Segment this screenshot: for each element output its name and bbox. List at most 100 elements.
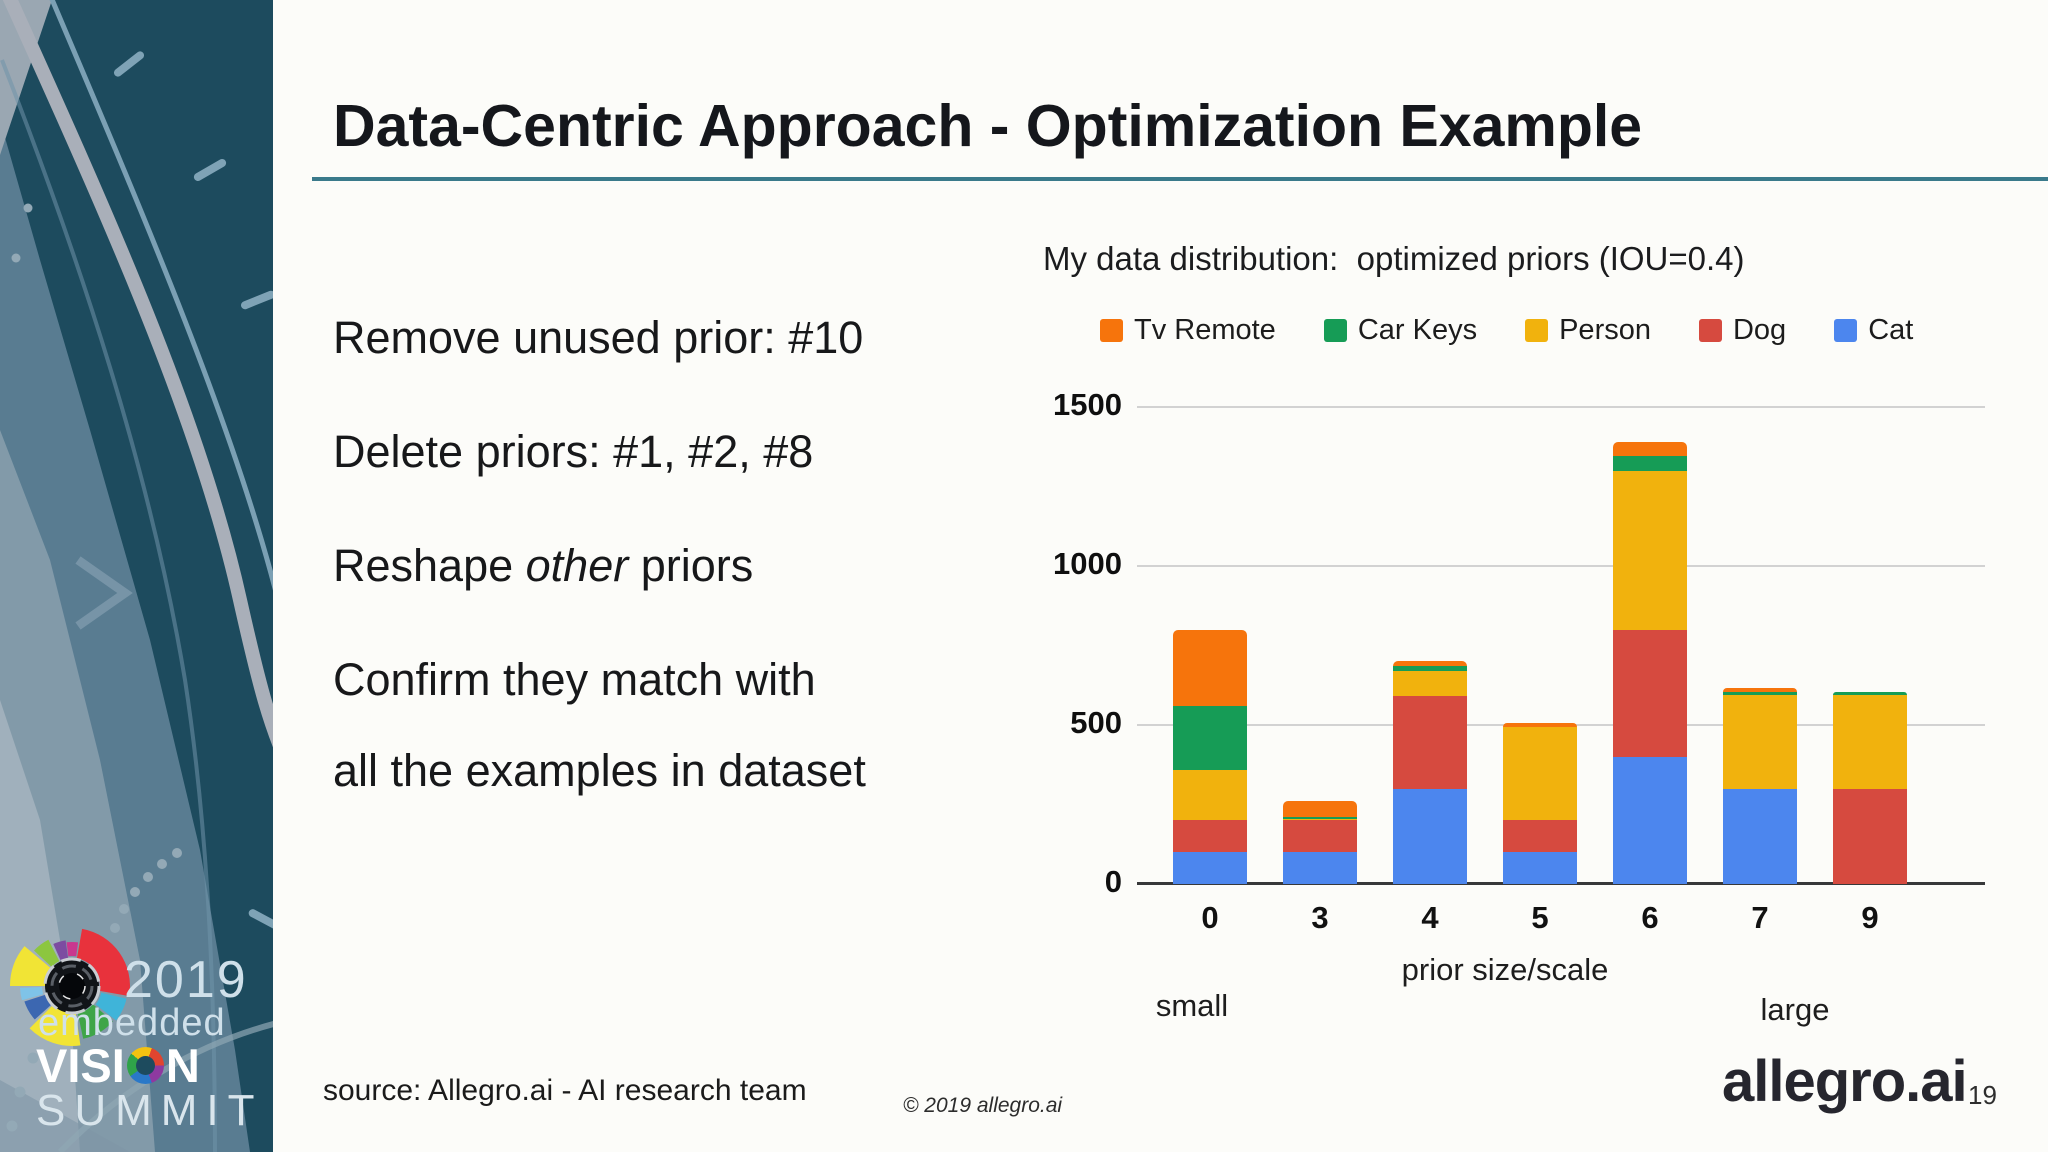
page-number: 19 xyxy=(1968,1080,1997,1110)
bar-segment-person xyxy=(1503,726,1577,821)
bullet-text: priors xyxy=(628,540,754,591)
x-tick-label: 5 xyxy=(1531,900,1549,935)
bar-segment-cat xyxy=(1393,788,1467,884)
logo-vision: VISI N xyxy=(36,1038,200,1093)
logo-year: 2019 xyxy=(124,951,248,1009)
x-tick-label: 6 xyxy=(1641,900,1659,935)
legend-item: Car Keys xyxy=(1323,314,1478,347)
legend-swatch xyxy=(1323,319,1347,342)
legend-item: Dog xyxy=(1698,314,1787,347)
y-tick-label: 1000 xyxy=(1053,546,1122,581)
legend-swatch xyxy=(1834,319,1858,342)
decor-arc-thin xyxy=(49,0,273,591)
pinwheel-petal xyxy=(66,941,79,957)
decor-dots xyxy=(6,203,182,1132)
bar-segment-dog xyxy=(1833,788,1907,884)
x-tick-label: 0 xyxy=(1201,900,1219,935)
bar-segment-tv-remote xyxy=(1393,661,1467,667)
decor-wedge xyxy=(0,1080,130,1152)
legend-label: Person xyxy=(1559,314,1651,346)
chart-legend: Tv Remote Car Keys Person Dog Cat xyxy=(1100,314,1913,347)
bar-segment-tv-remote xyxy=(1503,723,1577,727)
bar-segment-tv-remote xyxy=(1613,441,1687,457)
pinwheel-lens xyxy=(58,972,86,1000)
x-tick-label: 9 xyxy=(1861,900,1879,935)
pinwheel-petal xyxy=(24,994,52,1020)
pinwheel-petal xyxy=(95,992,127,1021)
bar-segment-dog xyxy=(1613,629,1687,757)
pinwheel-petal xyxy=(53,940,69,961)
logo-summit: SUMMIT xyxy=(36,1086,264,1135)
bar-segment-person xyxy=(1173,769,1247,821)
decor-arc-thin xyxy=(0,59,217,1152)
bar-segment-cat xyxy=(1173,852,1247,884)
bar-segment-dog xyxy=(1283,820,1357,853)
bullet-remove-unused-prior: Remove unused prior: #10 xyxy=(333,312,864,363)
pinwheel-lens xyxy=(50,964,94,1008)
logo-vision-o-icon xyxy=(126,1047,164,1084)
pinwheel-petal xyxy=(10,946,53,986)
logo-vision-text: N xyxy=(165,1039,200,1092)
legend-label: Car Keys xyxy=(1357,314,1478,346)
logo-vision-text: VISI xyxy=(36,1039,125,1092)
legend-label: Dog xyxy=(1732,314,1787,346)
bar-segment-person xyxy=(1283,818,1357,821)
pinwheel-petal xyxy=(20,987,44,1001)
chevron-right-icon xyxy=(75,556,133,630)
legend-swatch xyxy=(1698,319,1722,342)
bar-segment-person xyxy=(1613,470,1687,630)
bar-segment-person xyxy=(1833,694,1907,789)
plot-area: 0 500 1000 1500 0 3 4 5 6 7 9 xyxy=(1053,378,1985,935)
legend-label: Cat xyxy=(1868,314,1914,346)
y-tick-label: 500 xyxy=(1070,705,1122,740)
title-divider xyxy=(312,177,2048,181)
legend-item: Person xyxy=(1525,314,1651,347)
bar-segment-tv-remote xyxy=(1283,801,1357,818)
slide-title: Data-Centric Approach - Optimization Exa… xyxy=(333,93,1643,159)
x-annotation-large: large xyxy=(1760,992,1830,1027)
legend-item: Cat xyxy=(1834,314,1913,347)
sidebar: 2019 embedded VISI N SUMMIT xyxy=(0,0,273,1152)
bar-segment-cat xyxy=(1723,788,1797,884)
bullet-text-italic: other xyxy=(525,540,629,591)
bar-segment-dog xyxy=(1173,820,1247,853)
logo-embedded: embedded xyxy=(38,1002,226,1044)
bar-segment-cat xyxy=(1613,756,1687,884)
pinwheel-petal xyxy=(76,928,130,997)
bullet-text: Reshape xyxy=(333,540,526,591)
logo-vision-o-hole xyxy=(135,1056,155,1075)
x-tick-label: 4 xyxy=(1421,900,1439,935)
copyright-note: © 2019 allegro.ai xyxy=(903,1094,1063,1117)
decor-triangle xyxy=(0,0,52,155)
gridline xyxy=(1137,406,1985,408)
decor-arc-thick xyxy=(2,0,273,748)
bar-segment-cat xyxy=(1503,852,1577,884)
bar-segment-dog xyxy=(1503,820,1577,853)
bar-segment-car-keys xyxy=(1173,705,1247,770)
pinwheel-petal xyxy=(29,1004,81,1046)
bar-segment-car-keys xyxy=(1833,691,1907,695)
x-axis-label: prior size/scale xyxy=(1401,952,1609,987)
legend-item: Tv Remote xyxy=(1100,314,1276,347)
legend-swatch xyxy=(1100,319,1123,342)
allegro-ai-wordmark: allegro.ai xyxy=(1722,1049,1968,1114)
bullet-delete-priors: Delete priors: #1, #2, #8 xyxy=(333,426,814,477)
legend-label: Tv Remote xyxy=(1134,314,1276,346)
bar-segment-dog xyxy=(1393,696,1467,789)
legend-swatch xyxy=(1525,319,1549,342)
bar-segment-person xyxy=(1393,670,1467,697)
bullet-confirm-match-line2: all the examples in dataset xyxy=(333,745,866,796)
decor-dashes xyxy=(113,51,273,930)
y-tick-label: 0 xyxy=(1104,864,1122,899)
source-credit: source: Allegro.ai - AI research team xyxy=(323,1074,807,1107)
pinwheel-petal xyxy=(34,939,60,967)
bar-segment-person xyxy=(1723,694,1797,789)
bar-segment-car-keys xyxy=(1613,456,1687,471)
pinwheel-lens xyxy=(43,957,101,1015)
decor-arc-thin xyxy=(57,1021,273,1152)
x-tick-label: 3 xyxy=(1311,900,1329,935)
bar-segment-cat xyxy=(1283,852,1357,884)
bar-segment-tv-remote xyxy=(1173,629,1247,706)
x-annotation-small: small xyxy=(1155,988,1229,1023)
